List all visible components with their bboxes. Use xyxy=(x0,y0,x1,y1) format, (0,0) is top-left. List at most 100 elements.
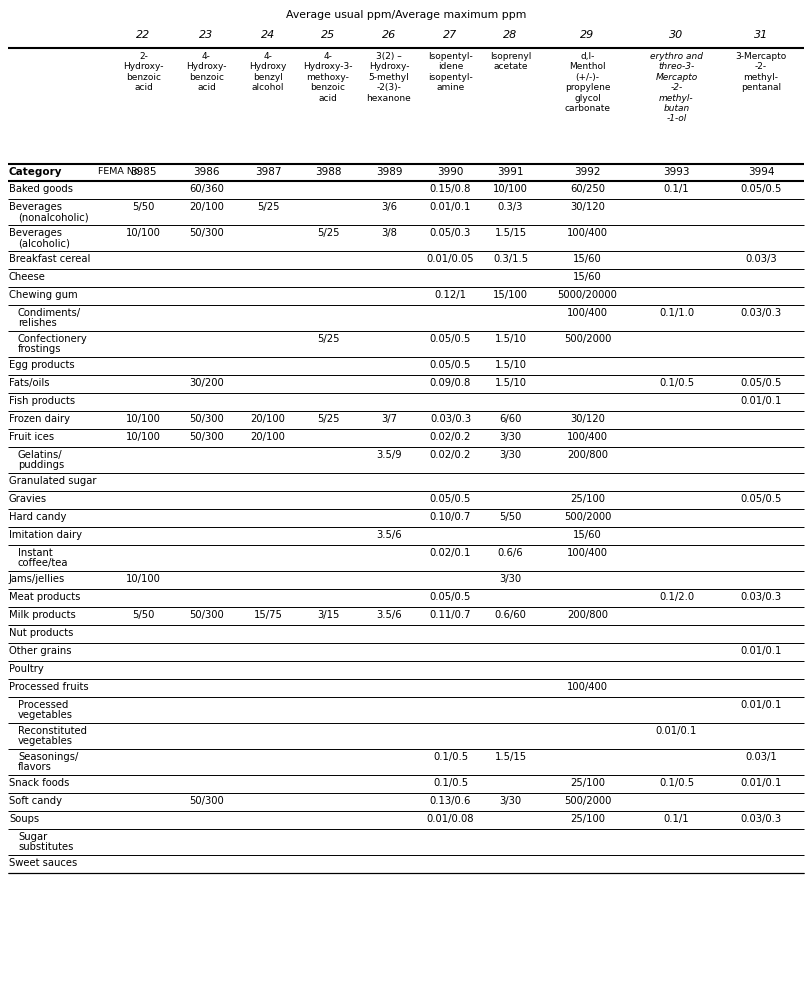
Text: 4-
Hydroxy-3-
methoxy-
benzoic
acid: 4- Hydroxy-3- methoxy- benzoic acid xyxy=(303,52,352,102)
Text: Frozen dairy: Frozen dairy xyxy=(9,414,70,424)
Text: 0.6/6: 0.6/6 xyxy=(497,548,522,558)
Text: 5/50: 5/50 xyxy=(132,202,155,212)
Text: 3990: 3990 xyxy=(437,167,463,177)
Text: 3987: 3987 xyxy=(255,167,281,177)
Text: puddings: puddings xyxy=(18,460,64,470)
Text: 0.1/0.5: 0.1/0.5 xyxy=(658,378,693,388)
Text: Seasonings/: Seasonings/ xyxy=(18,752,79,762)
Text: 0.15/0.8: 0.15/0.8 xyxy=(429,184,470,194)
Text: Gelatins/: Gelatins/ xyxy=(18,450,62,460)
Text: 3/30: 3/30 xyxy=(499,432,521,442)
Text: 5/25: 5/25 xyxy=(316,334,339,344)
Text: 3994: 3994 xyxy=(747,167,774,177)
Text: 10/100: 10/100 xyxy=(126,574,161,584)
Text: 25/100: 25/100 xyxy=(569,778,604,788)
Text: 50/300: 50/300 xyxy=(189,228,224,238)
Text: 0.3/3: 0.3/3 xyxy=(497,202,522,212)
Text: FEMA No.: FEMA No. xyxy=(98,167,142,176)
Text: 4-
Hydroxy
benzyl
alcohol: 4- Hydroxy benzyl alcohol xyxy=(249,52,286,92)
Text: Reconstituted: Reconstituted xyxy=(18,726,87,736)
Text: Processed fruits: Processed fruits xyxy=(9,682,88,692)
Text: d,l-
Menthol
(+/-)-
propylene
glycol
carbonate: d,l- Menthol (+/-)- propylene glycol car… xyxy=(564,52,610,113)
Text: relishes: relishes xyxy=(18,318,57,328)
Text: 10/100: 10/100 xyxy=(492,184,527,194)
Text: 0.05/0.5: 0.05/0.5 xyxy=(429,494,470,504)
Text: 25: 25 xyxy=(320,30,335,40)
Text: 0.03/3: 0.03/3 xyxy=(744,254,776,264)
Text: 0.02/0.2: 0.02/0.2 xyxy=(429,432,470,442)
Text: 23: 23 xyxy=(200,30,213,40)
Text: Hard candy: Hard candy xyxy=(9,512,67,522)
Text: Breakfast cereal: Breakfast cereal xyxy=(9,254,90,264)
Text: 200/800: 200/800 xyxy=(566,610,607,620)
Text: Cheese: Cheese xyxy=(9,272,45,282)
Text: 3988: 3988 xyxy=(315,167,341,177)
Text: 1.5/10: 1.5/10 xyxy=(494,360,526,370)
Text: 1.5/10: 1.5/10 xyxy=(494,334,526,344)
Text: 10/100: 10/100 xyxy=(126,228,161,238)
Text: Granulated sugar: Granulated sugar xyxy=(9,476,97,486)
Text: 50/300: 50/300 xyxy=(189,414,224,424)
Text: 0.05/0.5: 0.05/0.5 xyxy=(429,334,470,344)
Text: 15/100: 15/100 xyxy=(492,290,527,300)
Text: 26: 26 xyxy=(381,30,396,40)
Text: 0.01/0.08: 0.01/0.08 xyxy=(427,814,474,824)
Text: 30/200: 30/200 xyxy=(189,378,224,388)
Text: Milk products: Milk products xyxy=(9,610,75,620)
Text: 0.02/0.1: 0.02/0.1 xyxy=(429,548,470,558)
Text: Fruit ices: Fruit ices xyxy=(9,432,54,442)
Text: Processed: Processed xyxy=(18,700,68,710)
Text: vegetables: vegetables xyxy=(18,736,73,746)
Text: 0.03/0.3: 0.03/0.3 xyxy=(740,814,781,824)
Text: 3.5/6: 3.5/6 xyxy=(375,610,401,620)
Text: 500/2000: 500/2000 xyxy=(563,796,611,806)
Text: 0.13/0.6: 0.13/0.6 xyxy=(429,796,470,806)
Text: 0.1/0.5: 0.1/0.5 xyxy=(658,778,693,788)
Text: Soft candy: Soft candy xyxy=(9,796,62,806)
Text: vegetables: vegetables xyxy=(18,710,73,720)
Text: 29: 29 xyxy=(580,30,594,40)
Text: (nonalcoholic): (nonalcoholic) xyxy=(18,212,88,222)
Text: 100/400: 100/400 xyxy=(566,682,607,692)
Text: 3/8: 3/8 xyxy=(380,228,397,238)
Text: 0.12/1: 0.12/1 xyxy=(434,290,466,300)
Text: 0.03/0.3: 0.03/0.3 xyxy=(740,592,781,602)
Text: 28: 28 xyxy=(503,30,517,40)
Text: 100/400: 100/400 xyxy=(566,432,607,442)
Text: 100/400: 100/400 xyxy=(566,228,607,238)
Text: Isopentyl-
idene
isopentyl-
amine: Isopentyl- idene isopentyl- amine xyxy=(427,52,472,92)
Text: Confectionery: Confectionery xyxy=(18,334,88,344)
Text: 15/60: 15/60 xyxy=(573,254,601,264)
Text: 5/50: 5/50 xyxy=(499,512,521,522)
Text: Average usual ppm/Average maximum ppm: Average usual ppm/Average maximum ppm xyxy=(285,10,526,20)
Text: 20/100: 20/100 xyxy=(189,202,224,212)
Text: 0.01/0.1: 0.01/0.1 xyxy=(655,726,697,736)
Text: 0.10/0.7: 0.10/0.7 xyxy=(429,512,470,522)
Text: 27: 27 xyxy=(443,30,457,40)
Text: Egg products: Egg products xyxy=(9,360,75,370)
Text: 3/7: 3/7 xyxy=(380,414,397,424)
Text: 0.01/0.1: 0.01/0.1 xyxy=(740,646,781,656)
Text: 0.05/0.5: 0.05/0.5 xyxy=(429,592,470,602)
Text: 0.03/0.3: 0.03/0.3 xyxy=(740,308,781,318)
Text: Sweet sauces: Sweet sauces xyxy=(9,858,77,868)
Text: 3/30: 3/30 xyxy=(499,450,521,460)
Text: frostings: frostings xyxy=(18,344,62,354)
Text: 3(2) –
Hydroxy-
5-methyl
-2(3)-
hexanone: 3(2) – Hydroxy- 5-methyl -2(3)- hexanone xyxy=(367,52,411,102)
Text: Gravies: Gravies xyxy=(9,494,47,504)
Text: 0.1/1.0: 0.1/1.0 xyxy=(658,308,693,318)
Text: 3-Mercapto
-2-
methyl-
pentanal: 3-Mercapto -2- methyl- pentanal xyxy=(735,52,786,92)
Text: 0.02/0.2: 0.02/0.2 xyxy=(429,450,470,460)
Text: 100/400: 100/400 xyxy=(566,548,607,558)
Text: Jams/jellies: Jams/jellies xyxy=(9,574,65,584)
Text: 0.01/0.05: 0.01/0.05 xyxy=(426,254,474,264)
Text: Poultry: Poultry xyxy=(9,664,44,674)
Text: 0.05/0.5: 0.05/0.5 xyxy=(429,360,470,370)
Text: 6/60: 6/60 xyxy=(499,414,521,424)
Text: 0.01/0.1: 0.01/0.1 xyxy=(429,202,470,212)
Text: 50/300: 50/300 xyxy=(189,610,224,620)
Text: Isoprenyl
acetate: Isoprenyl acetate xyxy=(489,52,530,71)
Text: Nut products: Nut products xyxy=(9,628,73,638)
Text: 3.5/9: 3.5/9 xyxy=(375,450,401,460)
Text: 0.01/0.1: 0.01/0.1 xyxy=(740,396,781,406)
